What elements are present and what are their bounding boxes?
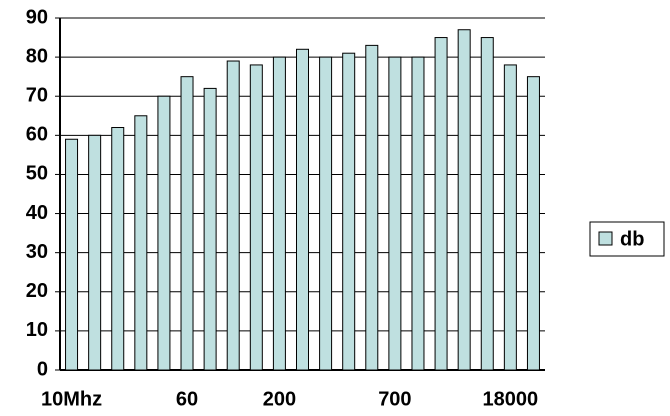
x-tick-label: 700 (378, 388, 411, 410)
bar (65, 138, 79, 371)
bar (365, 44, 379, 371)
bar (503, 64, 517, 371)
bar (411, 56, 425, 371)
y-tick-label: 0 (37, 358, 48, 380)
legend-label: db (620, 228, 644, 250)
bar (388, 56, 402, 371)
bar (480, 37, 494, 371)
x-tick-label: 10Mhz (41, 388, 102, 410)
bar (272, 56, 286, 371)
bar (134, 115, 148, 371)
bar (434, 37, 448, 371)
bar (88, 134, 102, 371)
y-tick-label: 10 (26, 319, 48, 341)
y-tick-label: 60 (26, 124, 48, 146)
bar (180, 76, 194, 371)
y-tick-label: 30 (26, 241, 48, 263)
bar (157, 95, 171, 371)
bar (226, 60, 240, 371)
bar (249, 64, 263, 371)
y-tick-label: 40 (26, 202, 48, 224)
y-tick-label: 50 (26, 163, 48, 185)
y-tick-label: 80 (26, 45, 48, 67)
bar (457, 29, 471, 371)
y-tick-label: 90 (26, 6, 48, 28)
y-tick-label: 20 (26, 280, 48, 302)
bar (526, 76, 540, 371)
bar (342, 52, 356, 371)
bar (111, 127, 125, 371)
bar (203, 87, 217, 371)
x-tick-label: 60 (176, 388, 198, 410)
legend-swatch (598, 231, 613, 246)
bar (319, 56, 333, 371)
x-tick-label: 200 (263, 388, 296, 410)
bar (296, 48, 309, 371)
x-tick-label: 18000 (483, 388, 539, 410)
y-tick-label: 70 (26, 85, 48, 107)
